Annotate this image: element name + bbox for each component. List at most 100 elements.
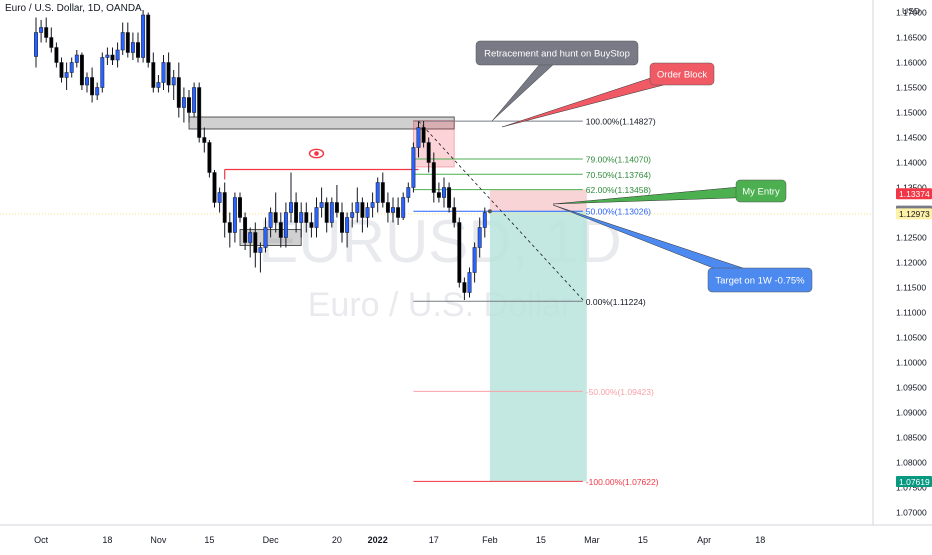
callout-retracement (475, 40, 639, 66)
time-axis (0, 525, 932, 550)
price-tick-label: 1.07000 (896, 508, 927, 518)
candle-body (467, 272, 472, 293)
candle-body (74, 54, 79, 63)
candle-body (212, 172, 217, 203)
candle-body (192, 87, 197, 113)
candle-body (411, 147, 416, 188)
price-badge-label: 1.07619 (899, 477, 930, 487)
candle-body (64, 72, 69, 78)
stop-loss-zone (489, 189, 587, 212)
fib-level-label: 50.00%(1.13026) (586, 207, 651, 217)
candle-body (406, 187, 411, 198)
time-tick-label: Oct (34, 535, 49, 545)
fib-level-label: 70.50%(1.13764) (586, 170, 651, 180)
price-tick-label: 1.14000 (896, 158, 927, 168)
fib-trend-line (418, 120, 585, 302)
time-tick-label: 15 (638, 535, 648, 545)
candle-body (217, 192, 222, 203)
candle-body (105, 54, 110, 58)
candle-body (283, 212, 288, 238)
candle-body (350, 212, 355, 218)
candle-body (391, 207, 395, 213)
candle-body (110, 54, 115, 61)
time-tick-label: 20 (332, 535, 342, 545)
price-badge (896, 208, 932, 220)
candle-body (299, 212, 304, 223)
fib-level-label: 79.00%(1.14070) (586, 155, 651, 165)
candle-body (202, 137, 207, 143)
supply-zone (188, 116, 455, 130)
eye-icon (308, 148, 325, 159)
candle-body (100, 57, 105, 88)
fib-level-label: 0.00%(1.11224) (586, 297, 646, 307)
candle-body (457, 222, 462, 283)
price-tick-label: 1.10500 (896, 333, 927, 343)
currency-label: USD (902, 6, 920, 16)
candle-body (120, 32, 125, 51)
candle-body (360, 202, 365, 218)
callout-my-entry (735, 179, 787, 203)
candle-body (452, 207, 457, 223)
candle-body (477, 227, 482, 248)
candle-body (385, 202, 390, 213)
candle-body (462, 282, 467, 293)
price-badge (896, 188, 932, 200)
candle-body (253, 232, 258, 253)
candle-body (243, 217, 248, 243)
candle-body (309, 222, 314, 228)
candle-body (289, 202, 293, 213)
candle-body (268, 212, 273, 228)
price-badge (896, 476, 932, 488)
candle-body (273, 212, 278, 223)
candle-body (125, 32, 130, 53)
candle-body (115, 49, 120, 61)
chart-title: Euro / U.S. Dollar, 1D, OANDA (5, 3, 142, 14)
candle-body (85, 77, 89, 86)
time-tick-label: 17 (429, 535, 439, 545)
candle-body (345, 217, 350, 233)
candle-body (90, 77, 95, 96)
take-profit-zone (489, 211, 587, 482)
candle-body (49, 37, 54, 48)
candle-body (278, 222, 283, 238)
candle-body (227, 222, 232, 233)
candle-body (263, 227, 268, 248)
price-tick-label: 1.11000 (896, 308, 926, 318)
candle-body (426, 142, 431, 163)
price-tick-label: 1.09000 (896, 408, 927, 418)
candle-body (416, 127, 421, 148)
price-tick-label: 1.08500 (896, 433, 927, 443)
eye-icon-pupil (314, 151, 319, 156)
candle-body (314, 207, 319, 228)
candle-body (79, 54, 84, 86)
candle-body (44, 27, 49, 38)
callout-retracement-label: Retracement and hunt on BuyStop (484, 49, 630, 60)
price-tick-label: 1.10000 (896, 358, 927, 368)
candle-body (54, 47, 59, 63)
candle-body (232, 197, 237, 233)
candle-body (370, 202, 375, 208)
candle-body (375, 182, 380, 203)
time-tick-label: 2022 (368, 535, 388, 545)
candle-body (365, 207, 370, 218)
candle-body (421, 127, 426, 143)
candle-body (436, 192, 441, 198)
callout-target (707, 267, 813, 293)
candle-body (136, 42, 140, 58)
candle-body (329, 202, 334, 223)
price-tick-label: 1.16500 (896, 33, 927, 43)
candle-body (396, 207, 401, 218)
candle-body (324, 202, 329, 223)
candle-body (319, 202, 324, 208)
time-tick-label: Dec (263, 535, 280, 545)
fib-level-label: -100.00%(1.07622) (586, 477, 659, 487)
price-tick-label: 1.15500 (896, 83, 927, 93)
candle-body (197, 87, 202, 138)
callout-my-entry-label: My Entry (742, 187, 780, 198)
candle-body (482, 212, 487, 228)
time-tick-label: Mar (584, 535, 600, 545)
candle-body (401, 197, 406, 218)
candle-body (294, 202, 299, 223)
